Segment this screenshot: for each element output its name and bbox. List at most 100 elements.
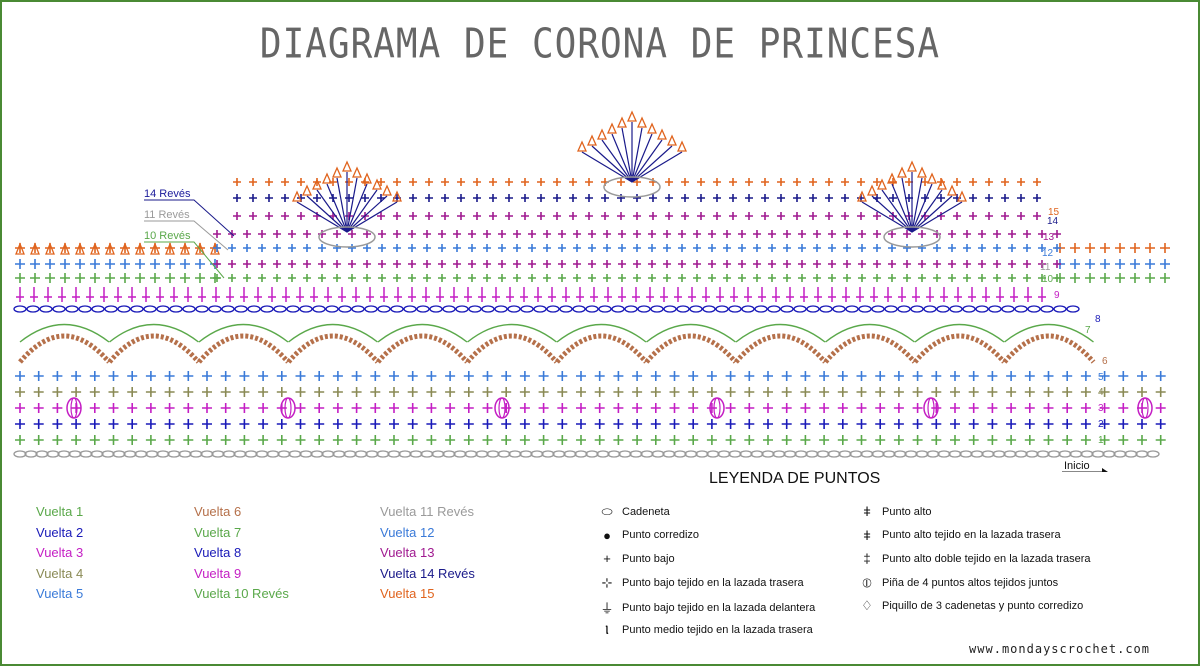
stitch-mark <box>310 287 318 302</box>
chain-mark <box>13 305 27 313</box>
single-crochet-mark <box>744 435 755 445</box>
chain-mark <box>662 450 676 458</box>
stitch-mark <box>254 287 262 302</box>
chain-mark <box>728 450 742 458</box>
single-crochet-mark <box>633 212 641 220</box>
single-crochet-mark <box>669 419 680 429</box>
chain-mark <box>926 450 940 458</box>
single-crochet-mark <box>1038 274 1046 282</box>
single-crochet-mark <box>276 387 287 397</box>
stitch-mark <box>450 287 458 302</box>
chain-mark <box>321 450 335 458</box>
round-label: Vuelta 7 <box>194 524 242 540</box>
chain-mark <box>819 305 833 313</box>
single-crochet-mark <box>648 230 656 238</box>
single-crochet-mark <box>483 230 491 238</box>
stitch-mark <box>478 287 486 302</box>
single-crochet-mark <box>993 274 1001 282</box>
single-crochet-mark <box>425 178 433 186</box>
chain-mark <box>453 450 467 458</box>
fan-mark <box>346 195 388 233</box>
single-crochet-mark <box>468 274 476 282</box>
single-crochet-mark <box>648 274 656 282</box>
single-crochet-mark <box>1033 194 1041 202</box>
stitch-legend-item: ‡ Punto alto doble tejido en la lazada tr… <box>858 551 1090 566</box>
single-crochet-mark <box>1100 259 1110 269</box>
single-crochet-mark <box>1043 435 1054 445</box>
stitch-label: Punto bajo tejido en la lazada trasera <box>622 576 804 589</box>
single-crochet-mark <box>135 259 145 269</box>
single-crochet-mark <box>688 387 699 397</box>
chain-mark <box>897 305 911 313</box>
chain-mark <box>1113 450 1127 458</box>
row-number: 2 <box>1098 419 1104 430</box>
row-number: 4 <box>1098 387 1104 398</box>
side-label-10: 10 Revés <box>144 230 191 242</box>
single-crochet-mark <box>950 435 960 445</box>
single-crochet-mark <box>1085 273 1095 283</box>
stitch-mark <box>940 287 948 302</box>
single-crochet-mark <box>135 273 145 283</box>
single-crochet-mark <box>745 212 753 220</box>
single-crochet-mark <box>744 371 755 381</box>
single-crochet-mark <box>708 230 716 238</box>
stitch-mark <box>282 287 290 302</box>
single-crochet-mark <box>423 230 431 238</box>
single-crochet-mark <box>505 178 513 186</box>
single-crochet-mark <box>893 435 904 445</box>
chain-mark <box>351 305 365 313</box>
chain-mark <box>1040 305 1054 313</box>
picot-mark <box>105 242 115 255</box>
chain-mark <box>1003 450 1017 458</box>
stitch-mark <box>408 287 416 302</box>
single-crochet-mark <box>873 230 881 238</box>
single-crochet-mark <box>693 260 701 268</box>
single-crochet-mark <box>239 403 250 413</box>
single-crochet-mark <box>781 387 792 397</box>
single-crochet-mark <box>1118 387 1129 397</box>
chain-mark <box>189 450 203 458</box>
chain-mark <box>650 305 664 313</box>
chain-mark <box>169 305 183 313</box>
picot-mark <box>916 166 928 178</box>
fan-mark <box>881 189 913 233</box>
single-crochet-mark <box>407 371 418 381</box>
single-crochet-mark <box>438 274 446 282</box>
single-crochet-mark <box>1080 435 1091 445</box>
single-crochet-mark <box>688 435 699 445</box>
chain-mark <box>959 450 973 458</box>
single-crochet-mark <box>164 387 175 397</box>
single-crochet-mark <box>1017 212 1025 220</box>
stitch-legend-item: ● Punto corredizo <box>598 528 699 543</box>
chain-mark <box>299 305 313 313</box>
round-label: Vuelta 2 <box>36 524 84 540</box>
chain-mark <box>624 305 638 313</box>
picot-mark <box>45 242 55 255</box>
sc-arc-mark <box>735 323 826 343</box>
single-crochet-mark <box>409 212 417 220</box>
single-crochet-mark <box>837 371 848 381</box>
single-crochet-mark <box>893 403 904 413</box>
single-crochet-mark <box>1006 387 1017 397</box>
chain-arc-mark <box>197 333 290 364</box>
round-label: Vuelta 1 <box>36 504 84 519</box>
single-crochet-mark <box>71 419 82 429</box>
single-crochet-mark <box>345 194 353 202</box>
picot-mark <box>946 184 958 196</box>
single-crochet-mark <box>183 419 194 429</box>
single-crochet-mark <box>332 435 343 445</box>
chain-arc-mark <box>107 333 201 364</box>
stitch-label: Piña de 4 puntos altos tejidos juntos <box>882 576 1059 589</box>
single-crochet-mark <box>426 435 437 445</box>
single-crochet-mark <box>501 435 512 445</box>
stitch-mark <box>366 287 374 302</box>
single-crochet-mark <box>288 260 296 268</box>
single-crochet-mark <box>1145 273 1155 283</box>
single-crochet-mark <box>1085 259 1095 269</box>
single-crochet-mark <box>828 274 836 282</box>
single-crochet-mark <box>1006 419 1017 429</box>
single-crochet-mark <box>521 212 529 220</box>
chain-mark <box>1027 305 1041 313</box>
single-crochet-mark <box>1023 260 1031 268</box>
row-number: 11 <box>1040 262 1051 273</box>
